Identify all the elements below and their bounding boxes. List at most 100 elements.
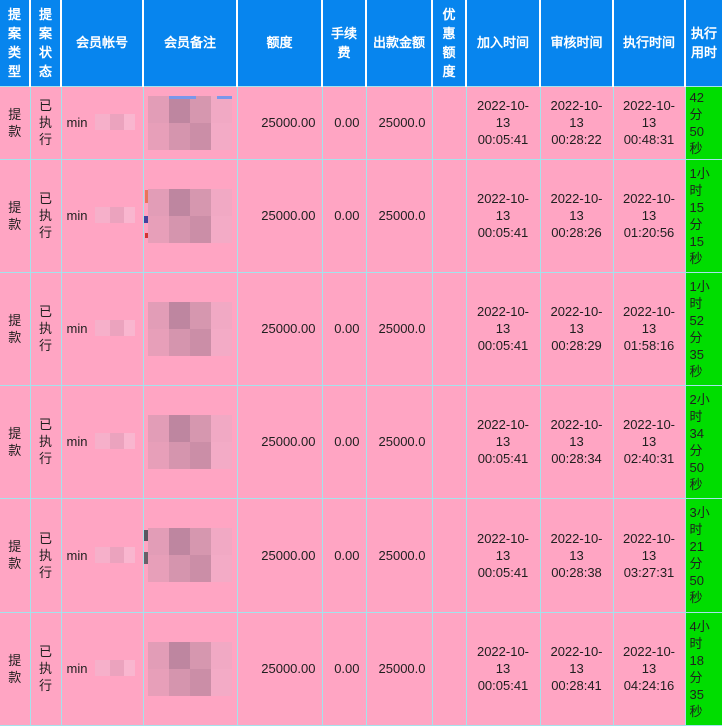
cell-exec-time: 2022-10-13 01:58:16 (612, 271, 686, 386)
table-row: 提款 已执行 min 25000.00 0.00 25000.0 2022-10… (0, 158, 722, 273)
cell-proposal-status: 已执行 (29, 158, 62, 273)
cell-exec-time: 2022-10-13 02:40:31 (612, 384, 686, 499)
column-header-review-time: 审核时间 (539, 0, 614, 86)
cell-amount: 25000.00 (236, 271, 323, 386)
cell-review-time: 2022-10-13 00:28:41 (539, 611, 614, 726)
table-row: 提款 已执行 min 25000.00 0.00 25000.0 2022-10… (0, 497, 722, 613)
cell-review-time: 2022-10-13 00:28:22 (539, 85, 614, 160)
cell-member-remark (142, 271, 238, 386)
cell-join-time: 2022-10-13 00:05:41 (465, 271, 541, 386)
cell-proposal-type: 提款 (0, 158, 31, 273)
redacted-account-blur (95, 320, 136, 336)
cell-member-remark (142, 611, 238, 726)
account-text: min (66, 434, 88, 449)
cell-join-time: 2022-10-13 00:05:41 (465, 611, 541, 726)
cell-proposal-type: 提款 (0, 497, 31, 613)
cell-review-time: 2022-10-13 00:28:29 (539, 271, 614, 386)
redaction-artifact (144, 530, 148, 541)
cell-duration: 1小 时 52 分 35 秒 (684, 271, 722, 386)
column-header-fee: 手续费 (321, 0, 367, 86)
column-header-proposal-status: 提案状态 (29, 0, 62, 86)
cell-exec-time: 2022-10-13 01:20:56 (612, 158, 686, 273)
column-header-member-account: 会员帐号 (60, 0, 144, 86)
column-header-payout: 出款金额 (365, 0, 433, 86)
cell-discount (431, 158, 467, 273)
column-header-proposal-type: 提案类型 (0, 0, 31, 86)
column-header-duration: 执行用时 (684, 0, 722, 86)
cell-duration: 42 分 50 秒 (684, 85, 722, 160)
cell-payout: 25000.0 (365, 384, 433, 499)
cell-payout: 25000.0 (365, 85, 433, 160)
cell-proposal-status: 已执行 (29, 497, 62, 613)
redacted-account-blur (95, 660, 136, 676)
account-text: min (66, 547, 88, 563)
column-header-discount: 优惠额度 (431, 0, 467, 86)
cell-member-remark (142, 497, 238, 613)
cell-discount (431, 384, 467, 499)
cell-payout: 25000.0 (365, 611, 433, 726)
cell-payout: 25000.0 (365, 497, 433, 613)
cell-duration: 2小 时 34 分 50 秒 (684, 384, 722, 499)
cell-exec-time: 2022-10-13 04:24:16 (612, 611, 686, 726)
redacted-remark-mosaic (148, 414, 232, 469)
cell-review-time: 2022-10-13 00:28:26 (539, 158, 614, 273)
cell-fee: 0.00 (321, 611, 367, 726)
cell-review-time: 2022-10-13 00:28:34 (539, 384, 614, 499)
redaction-artifact (169, 95, 196, 99)
cell-amount: 25000.00 (236, 497, 323, 613)
cell-member-account: min (60, 158, 144, 273)
column-header-amount: 额度 (236, 0, 323, 86)
header-row: 提案类型 提案状态 会员帐号 会员备注 额度 手续费 出款金额 优惠额度 加入时… (0, 0, 722, 86)
column-header-member-remark: 会员备注 (142, 0, 238, 86)
column-header-exec-time: 执行时间 (612, 0, 686, 86)
cell-fee: 0.00 (321, 85, 367, 160)
cell-fee: 0.00 (321, 384, 367, 499)
cell-proposal-type: 提款 (0, 85, 31, 160)
redacted-account-blur (95, 546, 136, 563)
cell-duration: 1小 时 15 分 15 秒 (684, 158, 722, 273)
cell-amount: 25000.00 (236, 384, 323, 499)
redaction-artifact (144, 215, 148, 223)
cell-payout: 25000.0 (365, 271, 433, 386)
cell-exec-time: 2022-10-13 00:48:31 (612, 85, 686, 160)
cell-amount: 25000.00 (236, 85, 323, 160)
cell-proposal-type: 提款 (0, 611, 31, 726)
cell-review-time: 2022-10-13 00:28:38 (539, 497, 614, 613)
redacted-remark-mosaic (148, 301, 232, 356)
cell-duration: 3小 时 21 分 50 秒 (684, 497, 722, 613)
cell-exec-time: 2022-10-13 03:27:31 (612, 497, 686, 613)
cell-proposal-status: 已执行 (29, 85, 62, 160)
redaction-artifact (217, 95, 232, 99)
cell-member-remark (142, 85, 238, 160)
redaction-artifact (145, 232, 148, 238)
cell-discount (431, 611, 467, 726)
cell-discount (431, 271, 467, 386)
redaction-artifact (144, 552, 148, 564)
redacted-remark-mosaic (148, 641, 232, 696)
redacted-account-blur (95, 207, 136, 223)
cell-payout: 25000.0 (365, 158, 433, 273)
cell-member-account: min (60, 85, 144, 160)
cell-fee: 0.00 (321, 497, 367, 613)
cell-proposal-type: 提款 (0, 271, 31, 386)
cell-join-time: 2022-10-13 00:05:41 (465, 497, 541, 613)
account-text: min (66, 115, 88, 130)
redacted-remark-mosaic (144, 528, 232, 582)
cell-member-account: min (60, 497, 144, 613)
redacted-account-blur (95, 433, 136, 449)
cell-fee: 0.00 (321, 158, 367, 273)
cell-member-account: min (60, 271, 144, 386)
table-row: 提款 已执行 min 25000.00 0.00 25000.0 2022-10… (0, 85, 722, 160)
cell-member-account: min (60, 384, 144, 499)
cell-proposal-status: 已执行 (29, 271, 62, 386)
cell-join-time: 2022-10-13 00:05:41 (465, 85, 541, 160)
cell-fee: 0.00 (321, 271, 367, 386)
cell-member-remark (142, 158, 238, 273)
account-text: min (66, 321, 88, 336)
redacted-remark-mosaic (144, 188, 232, 243)
account-text: min (66, 208, 88, 223)
cell-join-time: 2022-10-13 00:05:41 (465, 384, 541, 499)
account-text: min (66, 661, 88, 676)
cell-proposal-status: 已执行 (29, 384, 62, 499)
